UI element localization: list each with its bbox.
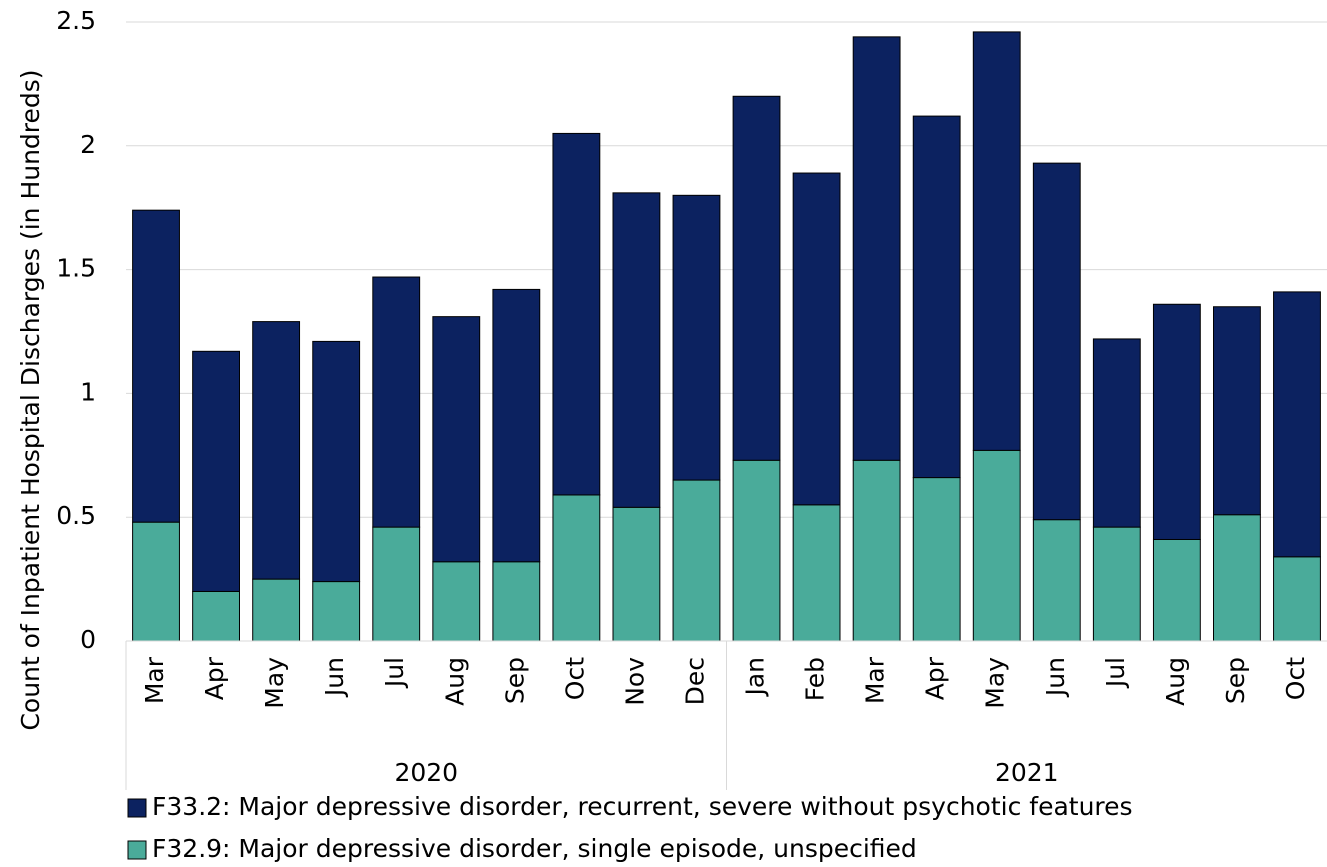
bar-segment xyxy=(312,581,361,642)
bar-segment xyxy=(252,321,301,580)
x-tick-label: Sep xyxy=(1221,657,1250,704)
bar-segment xyxy=(492,288,541,563)
bar-segment xyxy=(612,192,661,508)
bar-segment xyxy=(1092,526,1141,642)
bar-segment xyxy=(852,36,901,461)
y-tick-label: 0.5 xyxy=(56,501,96,530)
bar-segment xyxy=(1032,162,1081,521)
bar-segment xyxy=(732,459,781,642)
y-axis-label: Count of Inpatient Hospital Discharges (… xyxy=(16,69,45,730)
bar-segment xyxy=(552,494,601,642)
x-tick-label: May xyxy=(260,657,289,709)
x-tick-label: Oct xyxy=(1281,657,1310,700)
bar-segment xyxy=(372,526,421,642)
y-tick-label: 0 xyxy=(80,625,96,654)
bar-segment xyxy=(312,340,361,583)
x-tick-label: Apr xyxy=(200,656,229,700)
x-tick-label: Nov xyxy=(620,657,649,706)
bar-segment xyxy=(372,276,421,528)
bar-segment xyxy=(972,449,1021,642)
x-tick-label: Aug xyxy=(1161,657,1190,706)
x-tick-label: Jul xyxy=(1101,657,1130,689)
legend-label: F33.2: Major depressive disorder, recurr… xyxy=(152,792,1133,821)
x-tick-label: Jan xyxy=(741,657,770,698)
group-label: 2020 xyxy=(394,758,458,787)
bar-segment xyxy=(432,561,481,642)
x-tick-label: Jul xyxy=(380,657,409,689)
bar-segment xyxy=(792,504,841,642)
bar-segment xyxy=(192,590,240,642)
legend-swatch xyxy=(127,798,147,818)
y-tick-label: 2 xyxy=(80,130,96,159)
x-tick-label: Mar xyxy=(861,656,890,704)
x-tick-label: Jun xyxy=(320,657,349,698)
bar-segment xyxy=(1273,556,1321,642)
y-tick-label: 1 xyxy=(80,377,96,406)
bar-segment xyxy=(1032,519,1081,642)
x-tick-label: Dec xyxy=(680,657,709,705)
bar-segment xyxy=(912,477,961,642)
bar-segment xyxy=(132,209,180,523)
x-tick-label: Feb xyxy=(801,657,830,701)
bar-segment xyxy=(972,31,1021,451)
legend-label: F32.9: Major depressive disorder, single… xyxy=(152,834,917,863)
bar-segment xyxy=(132,521,180,642)
bar-segment xyxy=(552,132,601,496)
bar-segment xyxy=(1152,303,1201,540)
legend-swatch xyxy=(127,840,147,860)
bar-segment xyxy=(252,578,301,642)
bar-segment xyxy=(612,506,661,642)
bar-segment xyxy=(1213,514,1261,642)
bar-segment xyxy=(432,316,481,563)
x-tick-label: May xyxy=(981,657,1010,709)
bar-segment xyxy=(192,350,240,592)
y-tick-label: 1.5 xyxy=(56,254,96,283)
bar-segment xyxy=(492,561,541,642)
group-label: 2021 xyxy=(995,758,1059,787)
bar-segment xyxy=(912,115,961,479)
y-tick-label: 2.5 xyxy=(56,6,96,35)
bar-segment xyxy=(1152,538,1201,642)
bar-segment xyxy=(1273,291,1321,558)
bar-segment xyxy=(1092,338,1141,528)
x-tick-label: Aug xyxy=(440,657,469,706)
bar-segment xyxy=(672,479,721,642)
bar-segment xyxy=(672,194,721,481)
bar-segment xyxy=(1213,306,1261,516)
bar-segment xyxy=(852,459,901,642)
x-tick-label: Oct xyxy=(560,657,589,700)
bar-segment xyxy=(732,95,781,461)
x-tick-label: Mar xyxy=(140,656,169,704)
x-tick-label: Sep xyxy=(500,657,529,704)
bar-segment xyxy=(792,172,841,506)
x-tick-label: Apr xyxy=(921,656,950,700)
x-tick-label: Jun xyxy=(1041,657,1070,698)
